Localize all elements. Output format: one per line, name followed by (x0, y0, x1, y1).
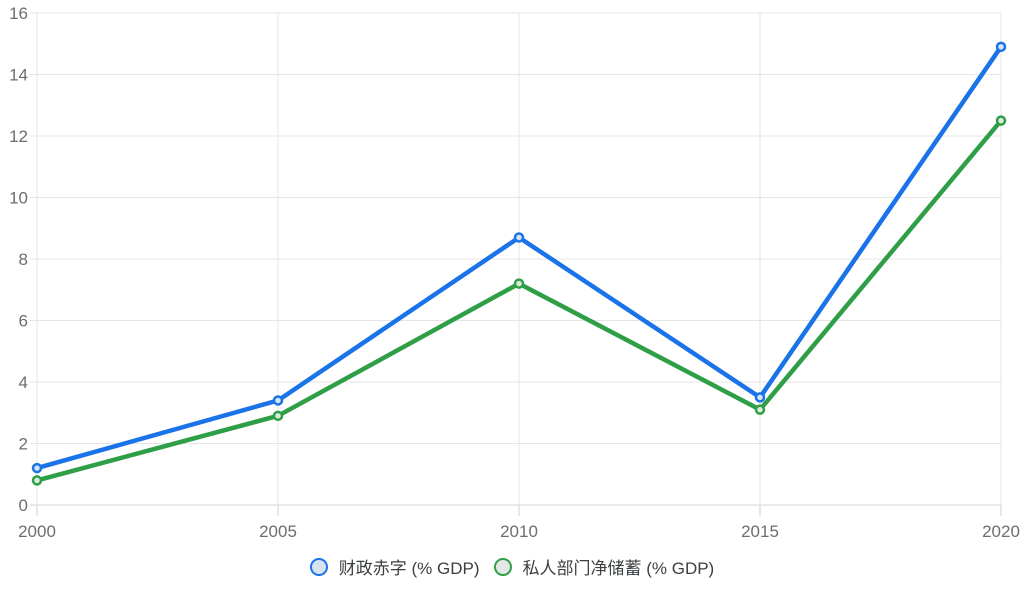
legend-item-1[interactable]: 私人部门净储蓄 (% GDP) (493, 554, 715, 579)
data-point-marker[interactable] (995, 115, 1007, 126)
x-axis-tick-label: 2020 (982, 522, 1020, 541)
legend-item-0[interactable]: 财政赤字 (% GDP) (309, 554, 480, 579)
data-point-marker[interactable] (272, 410, 284, 422)
line-chart-canvas: 0 2 4 6 8 10 12 14 16 2000 2005 2010 2015 2020 (9, 4, 1020, 541)
data-point-marker[interactable] (31, 475, 43, 486)
y-axis-tick-label: 8 (19, 250, 28, 269)
y-axis-tick-label: 0 (19, 496, 28, 515)
y-axis-tick-label: 14 (9, 66, 28, 85)
y-axis-tick-label: 16 (9, 4, 28, 23)
legend-circle-icon (309, 557, 328, 576)
x-axis-tick-label: 2010 (500, 522, 538, 541)
y-axis-tick-label: 12 (9, 127, 28, 146)
data-point-marker[interactable] (513, 232, 525, 243)
y-axis-tick-label: 10 (9, 189, 28, 208)
y-axis-tick-label: 2 (19, 435, 28, 454)
x-axis-tick-label: 2000 (18, 522, 56, 541)
data-point-marker[interactable] (754, 392, 766, 403)
x-axis-tick-label: 2015 (741, 522, 779, 541)
y-axis-tick-label: 4 (19, 373, 28, 392)
data-point-marker[interactable] (31, 462, 43, 474)
chart-legend: 财政赤字 (% GDP) 私人部门净储蓄 (% GDP) (0, 554, 1024, 579)
legend-label: 财政赤字 (% GDP) (338, 559, 480, 578)
data-point-marker[interactable] (513, 278, 525, 289)
data-point-marker[interactable] (754, 404, 766, 415)
data-point-marker[interactable] (995, 41, 1007, 53)
legend-circle-icon (493, 557, 512, 576)
data-point-marker[interactable] (272, 395, 284, 406)
legend-label: 私人部门净储蓄 (% GDP) (522, 559, 715, 578)
y-axis-tick-label: 6 (19, 312, 28, 331)
x-axis-tick-label: 2005 (259, 522, 297, 541)
